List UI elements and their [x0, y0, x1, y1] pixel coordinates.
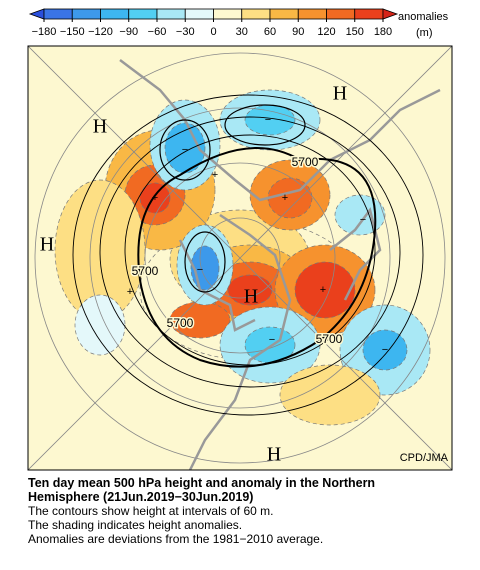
anomaly-area [244, 104, 296, 136]
colorbar-segment [213, 8, 243, 20]
caption: Ten day mean 500 hPa height and anomaly … [28, 476, 375, 546]
colorbar-tick-label: 90 [292, 26, 304, 38]
contour-label: 5700 [292, 155, 319, 169]
unit: (m) [416, 27, 433, 39]
colorbar-tick-label: 60 [264, 26, 276, 38]
colorbar-segment [326, 8, 356, 20]
plus-marker: + [212, 169, 218, 181]
contour-label: 5700 [167, 316, 194, 330]
colorbar-segment [100, 8, 130, 20]
colorbar-tick-label: −90 [119, 26, 138, 38]
coastlines [119, 59, 441, 470]
colorbar-segment [71, 8, 101, 20]
colorbar-extend [382, 8, 399, 20]
caption-line: Anomalies are deviations from the 1981−2… [28, 532, 324, 546]
contour-label: 5700 [316, 332, 343, 346]
colorbar-tick-label: 120 [317, 26, 335, 38]
caption-line: The shading indicates height anomalies. [28, 518, 243, 532]
contour-label: 5700 [132, 264, 159, 278]
colorbar-tick-label: 30 [236, 26, 248, 38]
colorbar-segment [241, 8, 271, 20]
anomaly-area [74, 294, 126, 356]
height-contours [72, 94, 424, 416]
colorbar-segment [269, 8, 299, 20]
colorbar-tick-label: 0 [210, 26, 216, 38]
colorbar-tick-label: −180 [32, 26, 57, 38]
colorbar-segment [128, 8, 158, 20]
high-label: H [40, 234, 54, 256]
caption-title: Ten day mean 500 hPa height and anomaly … [28, 476, 376, 490]
credit: CPD/JMA [400, 452, 449, 464]
colorbar-segment [297, 8, 327, 20]
high-label: H [267, 444, 281, 466]
colorbar-tick-label: −60 [148, 26, 167, 38]
plus-marker: + [320, 284, 326, 296]
anomaly-area [294, 261, 356, 319]
minus-marker: − [197, 264, 203, 276]
minus-marker: − [269, 334, 275, 346]
high-label: H [244, 286, 258, 308]
map-labels: H H H H H 5700 5700 5700 5700 [40, 83, 347, 466]
colorbar-extend [28, 8, 45, 20]
minus-marker: − [265, 114, 271, 126]
minus-marker: − [182, 144, 188, 156]
high-label: H [93, 116, 107, 138]
anomaly-markers: + + + + + − − − − − − [127, 114, 388, 356]
map: H H H H H 5700 5700 5700 5700 + + + + + − − − − … [28, 46, 452, 470]
map-figure: −180 −150 −120 −90 −60 −30 0 30 60 90 120 150 180 an… [27, 8, 453, 471]
colorbar-segment [354, 8, 384, 20]
high-label: H [333, 83, 347, 105]
caption-line: The contours show height at intervals of… [28, 504, 274, 518]
colorbar-tick-label: −120 [88, 26, 113, 38]
colorbar: −180 −150 −120 −90 −60 −30 0 30 60 90 120 150 180 [28, 8, 399, 38]
plus-marker: + [282, 192, 288, 204]
caption-title: Hemisphere (21Jun.2019−30Jun.2019) [28, 490, 254, 504]
colorbar-tick-label: 150 [346, 26, 364, 38]
anomaly-shading [54, 89, 431, 426]
map-frame [27, 45, 453, 471]
plus-marker: + [127, 286, 133, 298]
colorbar-tick-label: 180 [374, 26, 392, 38]
colorbar-segment [184, 8, 214, 20]
colorbar-tick-label: −30 [176, 26, 195, 38]
minus-marker: − [382, 344, 388, 356]
plus-marker: + [152, 192, 158, 204]
colorbar-tick-label: −150 [60, 26, 85, 38]
anomaly-area [279, 364, 381, 426]
anomaly-area [139, 182, 171, 214]
colorbar-segment [43, 8, 73, 20]
unit-label: anomalies [398, 11, 449, 23]
minus-marker: − [360, 214, 366, 226]
colorbar-segment [156, 8, 186, 20]
graticule [28, 46, 452, 470]
